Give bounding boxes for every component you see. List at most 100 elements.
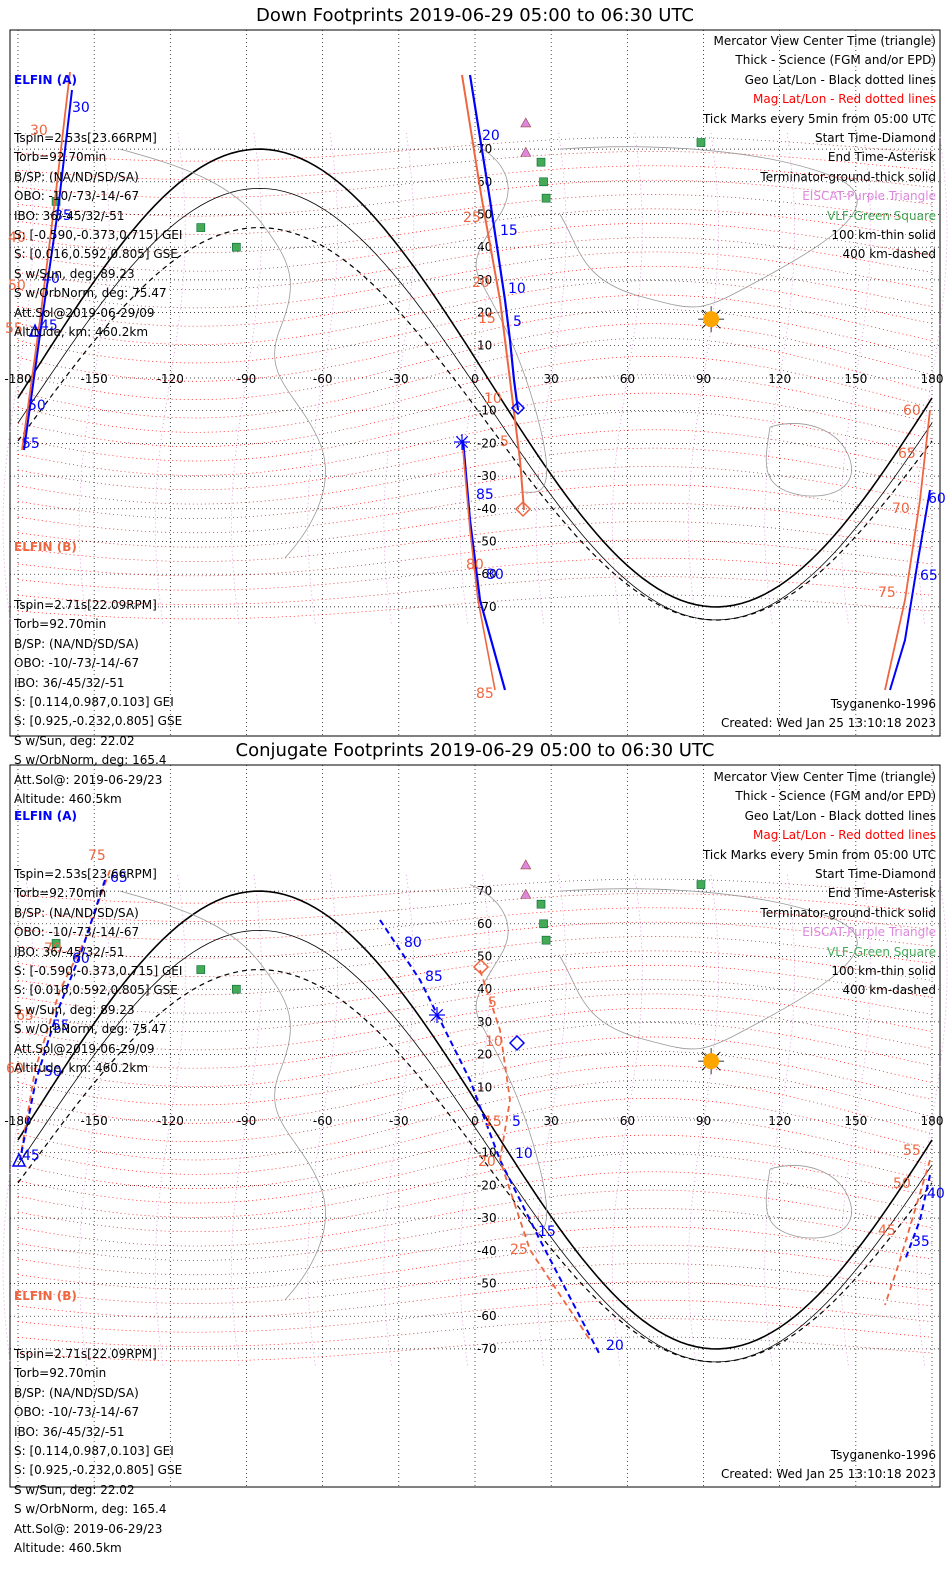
ela-tick-label: 10 [515,1146,533,1162]
conj-elb-info: ELFIN (B) Tspin=2.71s[22.09RPM] Torb=92.7… [14,1248,182,1578]
elb-info-lines: Tspin=2.71s[22.09RPM] Torb=92.70min B/SP: … [14,1345,182,1558]
elb-tick-label: 5 [488,995,497,1011]
lon-tick-label: 30 [544,372,559,386]
vlf-marker [696,880,706,889]
lat-tick-label: -10 [477,404,497,418]
info-line: IBO: 36/-45/32/-51 [14,1424,125,1439]
info-line: Tspin=2.71s[22.09RPM] [14,1347,157,1362]
lat-tick-label: -30 [477,469,497,483]
down-elb-info: ELFIN (B) Tspin=2.71s[22.09RPM] Torb=92.7… [14,499,182,829]
down-created-label: Created: Wed Jan 25 13:10:18 2023 [721,716,936,730]
mag-parallel [17,222,933,272]
mag-parallel [17,1299,933,1333]
legend-item: Geo Lat/Lon - Black dotted lines [744,808,936,823]
info-line: Altitude: 460.5km [14,792,122,807]
info-line: B/SP: (NA/ND/SD/SA) [14,1385,139,1400]
terminator-400km [17,968,933,1363]
vlf-marker [536,899,546,909]
ela-tick-label: 50 [28,398,46,414]
mag-parallel [17,893,933,922]
elb-info-lines: Tspin=2.71s[22.09RPM] Torb=92.70min B/SP: … [14,596,182,809]
panel-title-conjugate: Conjugate Footprints 2019-06-29 05:00 to… [235,740,715,761]
lon-tick-label: 180 [921,1114,944,1128]
mag-parallel [17,1263,933,1304]
info-line: Torb=92.70min [14,150,107,165]
coastline [559,888,858,1050]
vlf-marker [696,138,706,147]
info-line: Att.Sol@: 2019-06-29/23 [14,772,163,787]
info-line: Att.Sol@: 2019-06-29/23 [14,1521,163,1536]
elb-tick-label: 50 [893,1176,911,1192]
lat-tick-label: 30 [477,273,492,287]
elb-tick-label: 70 [44,941,62,957]
mag-parallel [17,356,933,433]
legend-item: Mag Lat/Lon - Red dotted lines [752,828,936,843]
lon-tick-label: 90 [696,1114,711,1128]
info-line: S: [-0.590,-0.373,0.715] GEI [14,964,183,979]
ela-tick-label: 45 [22,1148,40,1164]
elb-tick-label: 80 [466,557,484,573]
info-line: Att.Sol@2019-06-29/09 [14,305,155,320]
legend-item: 100 km-thin solid [831,964,936,979]
legend-item: Tick Marks every 5min from 05:00 UTC [702,111,936,126]
elb-start-diamond [472,958,490,976]
legend-item: EISCAT-Purple Triangle [802,189,936,204]
ela-tick-label: 55 [52,1018,70,1034]
ela-tick-label: 85 [476,487,494,503]
coastline [469,142,548,493]
eiscat-marker [520,888,532,899]
info-line: S w/OrbNorm, deg: 165.4 [14,753,167,768]
elb-tick-label: 30 [30,123,48,139]
elb-tick-label: 85 [476,686,494,702]
lon-tick-label: -180 [4,372,31,386]
coastline [765,423,852,497]
elb-tick-label: 15 [478,311,496,327]
legend-item: Geo Lat/Lon - Black dotted lines [744,72,936,87]
legend-item: Terminator-ground-thick solid [760,905,936,920]
ela-name: ELFIN (A) [14,72,77,87]
elb-tick-label: 20 [472,275,490,291]
mag-parallel [17,136,933,162]
lon-tick-label: 150 [844,372,867,386]
eiscat-marker [520,117,532,128]
elb-name: ELFIN (B) [14,539,77,554]
elb-tick-label: 25 [510,1242,528,1258]
down-legend: Mercator View Center Time (triangle) Thic… [703,32,936,265]
info-line: Altitude: 460.5km [14,1541,122,1556]
info-line: B/SP: (NA/ND/SD/SA) [14,905,139,920]
lat-tick-label: -60 [477,1309,497,1323]
mag-parallel [17,979,933,1032]
mag-parallel [17,237,933,290]
ela-tick-label: 85 [425,969,443,985]
legend-item: EISCAT-Purple Triangle [802,925,936,940]
elb-tick-label: 45 [878,1223,896,1239]
info-line: B/SP: (NA/ND/SD/SA) [14,169,139,184]
ela-start-diamond [510,400,526,416]
legend-item: Thick - Science (FGM and/or EPD) [735,53,936,68]
terminator-100km [17,187,933,621]
mag-parallel [17,907,933,941]
ela-name: ELFIN (A) [14,808,77,823]
lon-tick-label: -30 [389,1114,409,1128]
legend-item: 400 km-dashed [842,983,936,998]
legend-item: Tick Marks every 5min from 05:00 UTC [702,847,936,862]
ela-track [461,439,507,691]
ela-tick-label: 20 [482,128,500,144]
mag-parallel [17,429,933,491]
mag-parallel [17,1208,933,1261]
lat-tick-label: 70 [477,884,492,898]
lat-tick-label: 30 [477,1015,492,1029]
info-line: S: [0.114,0.987,0.103] GEI [14,1444,174,1459]
vlf-marker [539,177,548,187]
mag-parallel [17,165,933,199]
coastline [119,890,326,1301]
vlf-marker [196,223,206,232]
elb-tick-label: 55 [5,321,23,337]
elb-tick-label: 10 [485,1034,503,1050]
ela-tick-label: 10 [508,281,526,297]
vlf-marker [541,935,551,945]
ela-tick-label: 35 [54,208,72,224]
mag-parallel [17,964,933,1014]
vlf-marker [536,157,546,167]
elb-track [479,969,591,1341]
